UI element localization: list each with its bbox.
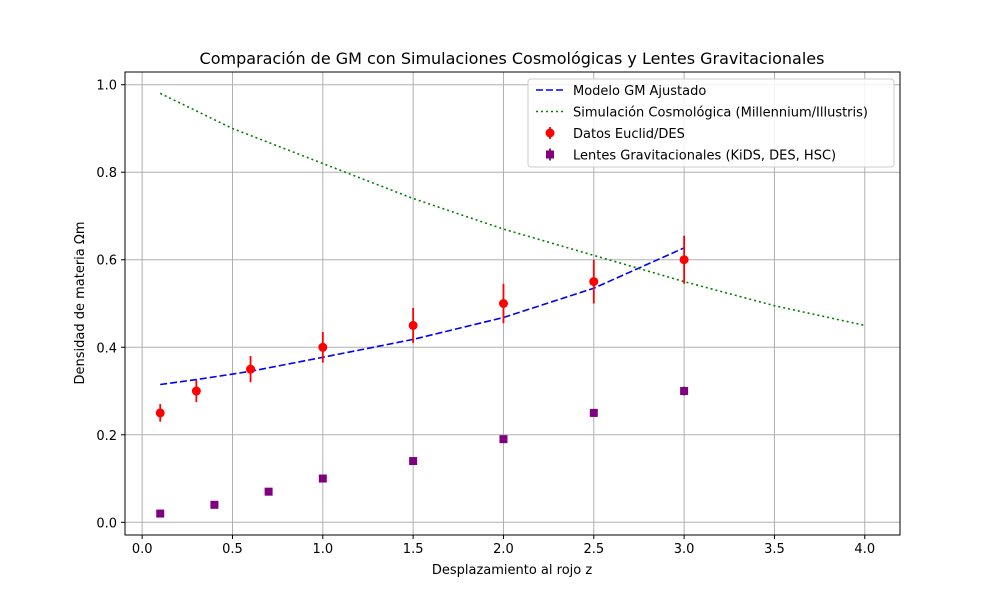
legend: Modelo GM Ajustado Simulación Cosmológica… [527,78,895,168]
data-point [408,320,418,330]
data-point [589,408,598,417]
legend-swatch [545,128,555,138]
legend-label: Simulación Cosmológica (Millennium/Illus… [573,106,868,121]
x-tick-label: 2.0 [493,542,514,557]
y-tick-label: 0.0 [96,516,117,531]
data-point [156,509,165,518]
legend-label: Datos Euclid/DES [573,127,685,142]
data-point [589,277,599,287]
series-3 [156,386,689,518]
y-tick-label: 0.6 [96,254,117,269]
data-point [210,500,219,509]
plot-frame [124,71,901,536]
data-point [318,342,328,352]
y-tick-label: 0.4 [96,341,117,356]
series-line [160,247,685,386]
x-axis: 0.0 0.5 1.0 1.5 2.0 2.5 3.0 3.5 4.0 [132,535,875,557]
legend-box [527,78,895,168]
y-axis-label: Densidad de materia Ωm [73,222,88,385]
x-tick-label: 4.0 [854,542,875,557]
y-tick-label: 0.2 [96,429,117,444]
x-tick-label: 3.0 [674,542,695,557]
y-tick-label: 1.0 [96,79,117,94]
legend-label: Lentes Gravitacionales (KiDS, DES, HSC) [573,149,836,164]
data-point [264,487,273,496]
series-2 [155,235,689,422]
data-point [191,386,201,396]
x-tick-label: 0.0 [132,542,153,557]
x-tick-label: 1.0 [312,542,333,557]
x-tick-label: 0.5 [222,542,243,557]
data-point [246,364,256,374]
plot-series [155,92,865,518]
x-tick-label: 1.5 [403,542,424,557]
legend-label: Modelo GM Ajustado [573,84,706,99]
data-point [680,387,689,396]
x-tick-label: 3.5 [764,542,785,557]
legend-swatch [546,150,554,159]
chart-title: Comparación de GM con Simulaciones Cosmo… [200,49,825,68]
data-point [318,474,327,483]
y-tick-label: 0.8 [96,166,117,181]
data-point [679,255,689,265]
x-tick-label: 2.5 [583,542,604,557]
data-point [498,299,508,308]
series-0 [160,247,685,386]
x-axis-label: Desplazamiento al rojo z [432,563,593,578]
data-point [155,408,165,418]
data-point [499,435,508,444]
data-point [409,457,418,466]
y-axis: 0.0 0.2 0.4 0.6 0.8 1.0 [96,79,125,531]
